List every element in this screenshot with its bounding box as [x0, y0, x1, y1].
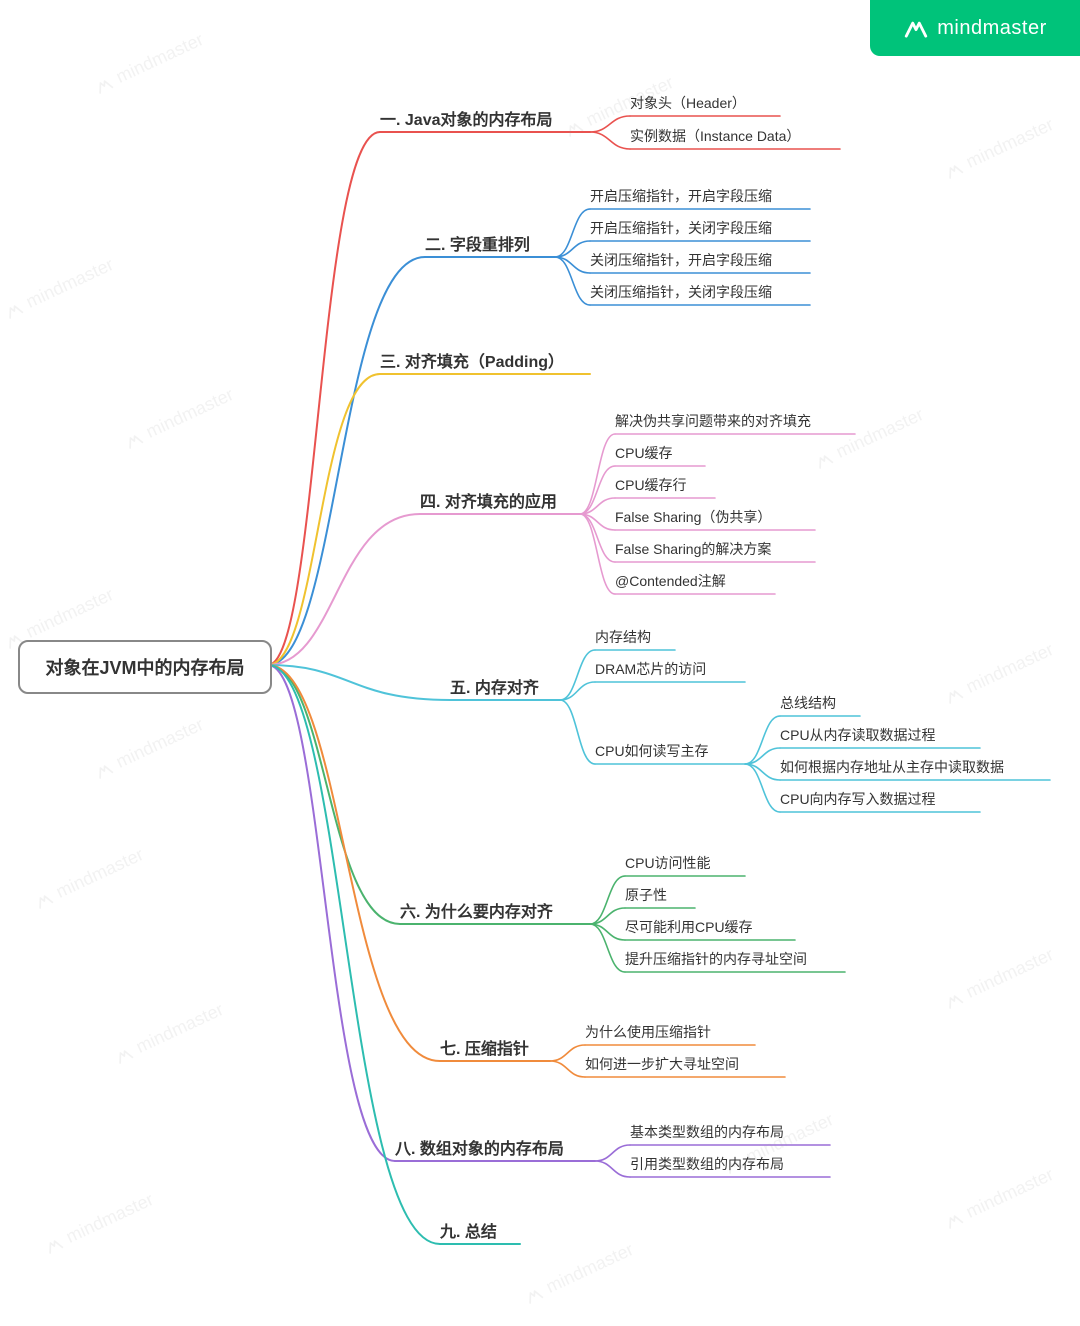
leaf-node[interactable]: CPU向内存写入数据过程 — [780, 789, 936, 809]
leaf-node[interactable]: 尽可能利用CPU缓存 — [625, 917, 753, 937]
branch-array-layout[interactable]: 八. 数组对象的内存布局 — [395, 1135, 564, 1159]
leaf-node[interactable]: CPU如何读写主存 — [595, 741, 709, 761]
leaf-node[interactable]: 开启压缩指针，关闭字段压缩 — [590, 218, 772, 238]
branch-memory-alignment[interactable]: 五. 内存对齐 — [450, 674, 539, 698]
branch-padding-application[interactable]: 四. 对齐填充的应用 — [420, 488, 557, 512]
leaf-node[interactable]: 为什么使用压缩指针 — [585, 1022, 711, 1042]
leaf-node[interactable]: 内存结构 — [595, 627, 651, 647]
leaf-node[interactable]: 开启压缩指针，开启字段压缩 — [590, 186, 772, 206]
branch-why-alignment[interactable]: 六. 为什么要内存对齐 — [400, 898, 553, 922]
leaf-node[interactable]: CPU缓存 — [615, 443, 673, 463]
leaf-node[interactable]: 如何进一步扩大寻址空间 — [585, 1054, 739, 1074]
leaf-node[interactable]: 提升压缩指针的内存寻址空间 — [625, 949, 807, 969]
leaf-node[interactable]: CPU从内存读取数据过程 — [780, 725, 936, 745]
root-node-label: 对象在JVM中的内存布局 — [45, 654, 244, 680]
brand-logo-icon — [903, 15, 929, 41]
leaf-node[interactable]: 对象头（Header） — [630, 93, 746, 113]
leaf-node[interactable]: @Contended注解 — [615, 571, 726, 591]
brand-label: mindmaster — [937, 17, 1046, 40]
leaf-node[interactable]: 原子性 — [625, 885, 667, 905]
leaf-node[interactable]: 总线结构 — [780, 693, 836, 713]
leaf-node[interactable]: CPU访问性能 — [625, 853, 711, 873]
leaf-node[interactable]: DRAM芯片的访问 — [595, 659, 706, 679]
leaf-node[interactable]: CPU缓存行 — [615, 475, 687, 495]
leaf-node[interactable]: 实例数据（Instance Data） — [630, 126, 800, 146]
branch-compressed-pointer[interactable]: 七. 压缩指针 — [440, 1035, 529, 1059]
leaf-node[interactable]: 引用类型数组的内存布局 — [630, 1154, 784, 1174]
branch-field-reorder[interactable]: 二. 字段重排列 — [425, 231, 530, 255]
leaf-node[interactable]: 关闭压缩指针，关闭字段压缩 — [590, 282, 772, 302]
branch-java-object-layout[interactable]: 一. Java对象的内存布局 — [380, 106, 553, 130]
leaf-node[interactable]: 解决伪共享问题带来的对齐填充 — [615, 411, 811, 431]
leaf-node[interactable]: False Sharing的解决方案 — [615, 539, 771, 559]
leaf-node[interactable]: 关闭压缩指针，开启字段压缩 — [590, 250, 772, 270]
branch-padding[interactable]: 三. 对齐填充（Padding） — [380, 348, 564, 372]
brand-badge[interactable]: mindmaster — [870, 0, 1080, 56]
branch-summary[interactable]: 九. 总结 — [440, 1218, 497, 1242]
leaf-node[interactable]: 如何根据内存地址从主存中读取数据 — [780, 757, 1004, 777]
root-node[interactable]: 对象在JVM中的内存布局 — [18, 640, 272, 694]
leaf-node[interactable]: 基本类型数组的内存布局 — [630, 1122, 784, 1142]
leaf-node[interactable]: False Sharing（伪共享） — [615, 507, 771, 527]
